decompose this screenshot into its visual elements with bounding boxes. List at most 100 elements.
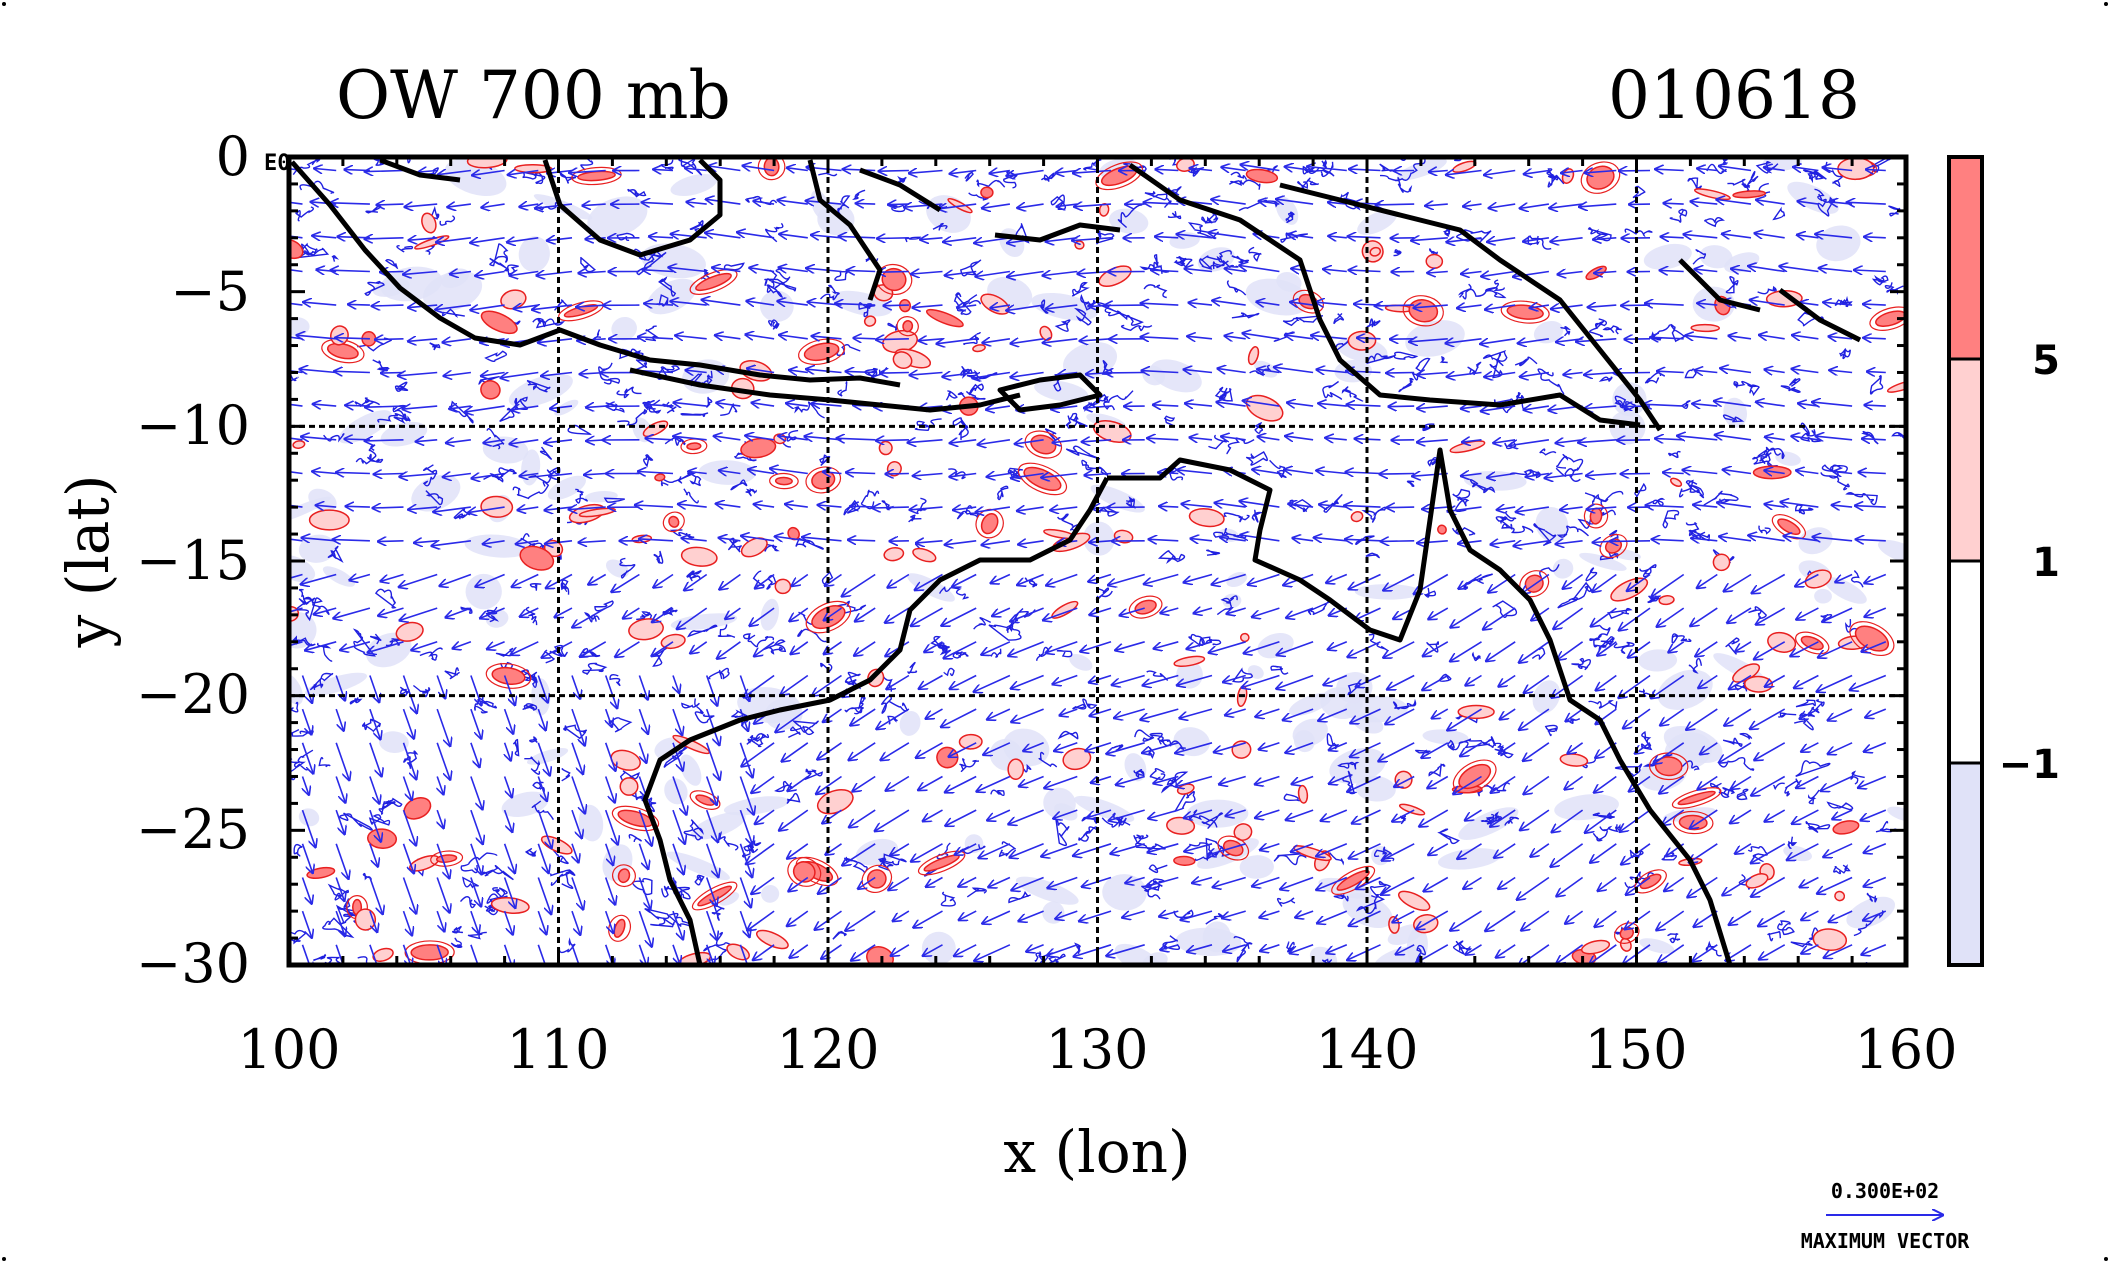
negative-ow-contour [948,468,967,480]
wind-vector [654,169,674,170]
x-tick-label: 150 [1584,1018,1687,1081]
positive-ow-contour [1017,462,1068,496]
wind-vector [1310,979,1347,994]
x-tick-label: 110 [506,1018,609,1081]
negative-ow-contour [932,222,948,231]
negative-ow-contour [1678,480,1700,498]
negative-ow-contour [539,446,553,461]
positive-ow-contour [1024,430,1063,459]
positive-ow-contour [763,157,780,177]
wind-vector [1380,474,1415,475]
negative-ow-shading [305,672,368,697]
positive-ow-contour [1425,253,1444,269]
negative-ow-contour [1794,504,1814,515]
wind-vector [884,305,909,306]
x-tick-label: 140 [1315,1018,1418,1081]
negative-ow-contour [617,408,648,426]
wind-vector [1386,979,1415,994]
negative-ow-contour [1392,698,1417,710]
negative-ow-contour [667,912,693,928]
positive-ow-contour [975,508,1004,539]
positive-ow-contour [980,186,994,199]
positive-ow-contour [902,320,914,333]
wind-vector [1611,541,1651,542]
wind-vector [1865,405,1886,406]
negative-ow-contour [385,638,405,647]
negative-ow-contour [303,596,330,616]
wind-vector [404,979,416,1013]
negative-ow-contour [880,695,893,714]
negative-ow-contour [653,550,664,564]
negative-ow-contour [481,864,514,881]
negative-ow-contour [1144,889,1161,900]
negative-ow-contour [1757,285,1777,295]
positive-ow-contour [1347,330,1377,351]
negative-ow-contour [1206,549,1221,556]
negative-ow-contour [952,650,969,659]
negative-ow-contour [1680,400,1691,409]
negative-ow-contour [1599,550,1619,561]
negative-ow-contour [1667,932,1681,944]
positive-ow-contour [774,578,792,595]
negative-ow-contour [295,206,315,222]
positive-ow-contour [308,509,350,531]
negative-ow-contour [1482,736,1502,749]
negative-ow-contour [385,258,399,270]
positive-ow-contour [662,511,685,533]
negative-ow-contour [1807,172,1825,184]
negative-ow-contour [628,833,643,843]
negative-ow-contour [381,800,396,810]
negative-ow-contour [368,814,391,826]
negative-ow-contour [1797,311,1825,327]
wind-vector [887,979,909,992]
positive-ow-contour [619,777,639,796]
positive-ow-contour [805,600,852,634]
wind-vector [1622,979,1650,999]
negative-ow-contour [355,444,377,465]
negative-ow-contour [1592,829,1608,842]
positive-ow-contour [1173,855,1196,866]
negative-ow-contour [1453,157,1464,162]
wind-vector [365,171,404,172]
negative-ow-contour [1662,509,1680,529]
negative-ow-contour [529,736,538,744]
positive-ow-contour [1804,569,1832,589]
negative-ow-contour [619,557,636,579]
positive-ow-contour [1795,631,1830,655]
negative-ow-contour [1639,564,1657,578]
positive-ow-contour [1599,533,1628,559]
negative-ow-contour [1614,763,1643,778]
negative-ow-contour [1514,356,1538,367]
negative-ow-contour [520,533,544,550]
negative-ow-contour [1133,768,1145,778]
positive-ow-contour [1173,655,1206,667]
negative-ow-contour [998,841,1017,858]
positive-ow-contour [769,472,799,490]
wind-vector [373,507,404,508]
negative-ow-contour [425,490,444,506]
negative-ow-contour [339,812,373,831]
wind-vector [1698,979,1717,992]
wind-vector [919,979,943,992]
colorbar-label: 1 [2032,540,2060,586]
negative-ow-contour [973,617,992,630]
negative-ow-contour [444,667,460,680]
positive-ow-contour [485,663,532,689]
negative-ow-contour [1747,170,1759,186]
negative-ow-contour [486,428,505,450]
negative-ow-contour [1103,390,1134,411]
negative-ow-contour [1808,699,1825,714]
positive-ow-contour [1095,161,1144,191]
positive-ow-contour [628,618,664,641]
wind-vector [673,979,682,1003]
wind-vector [846,472,876,473]
negative-ow-contour [1589,625,1611,642]
wind-vector [374,474,404,475]
positive-ow-contour [480,380,501,400]
wind-vector [985,979,1010,990]
colorbar-segment-below-neg1 [1949,763,1982,965]
negative-ow-contour [1230,171,1248,181]
negative-ow-contour [1328,852,1344,866]
wind-vector [1286,979,1313,989]
negative-ow-contour [644,908,670,920]
